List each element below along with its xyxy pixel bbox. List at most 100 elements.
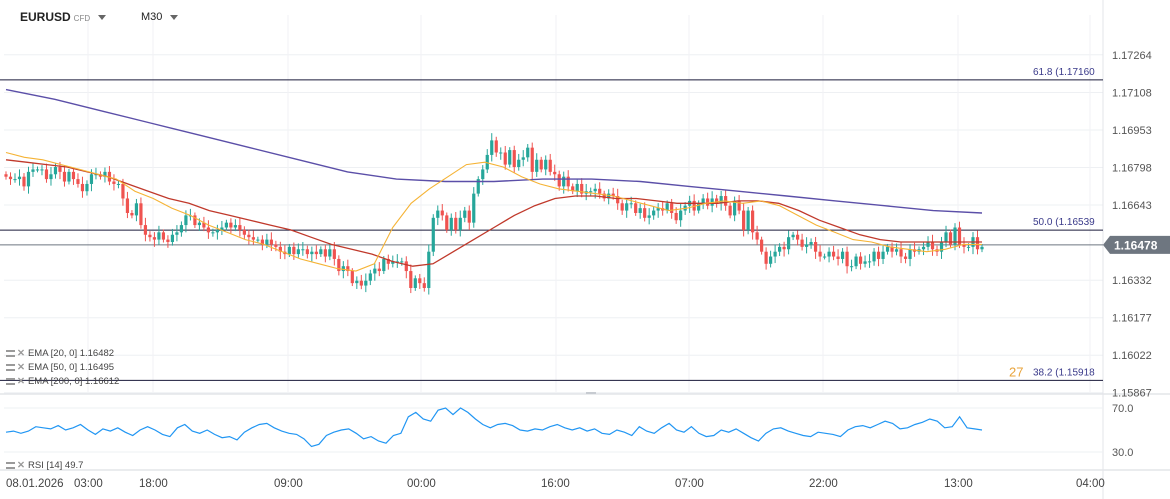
- candle-body: [737, 200, 741, 211]
- candle-body: [436, 210, 440, 218]
- candle-body: [125, 198, 130, 213]
- indicator-ema20-label: EMA [20, 0] 1.16482: [27, 348, 115, 359]
- candle-body: [40, 169, 44, 171]
- candle-body: [503, 152, 507, 165]
- candle-body: [364, 280, 368, 286]
- candle-body: [287, 246, 291, 255]
- candle-body: [602, 193, 606, 199]
- close-icon[interactable]: ✕: [17, 376, 25, 387]
- candle-body: [4, 174, 8, 177]
- candle-body: [867, 261, 872, 263]
- candle-body: [400, 261, 404, 263]
- candle-body: [827, 251, 831, 257]
- candle-body: [242, 229, 246, 235]
- candle-body: [760, 239, 764, 252]
- y-tick-label: 1.16798: [1112, 163, 1152, 175]
- candle-body: [332, 249, 336, 259]
- candle-body: [670, 203, 674, 213]
- candle-body: [485, 154, 489, 170]
- candle-body: [773, 251, 777, 257]
- settings-icon[interactable]: [6, 377, 15, 385]
- symbol-name: EURUSD: [20, 10, 71, 24]
- indicator-rsi[interactable]: ✕ RSI [14] 49.7: [6, 460, 83, 471]
- candle-body: [184, 215, 188, 226]
- chevron-down-icon: [98, 15, 107, 21]
- candle-body: [328, 249, 332, 257]
- candle-body: [440, 210, 444, 216]
- y-tick-label: 1.16643: [1112, 200, 1152, 212]
- candle-body: [854, 256, 858, 267]
- timeframe-selector[interactable]: M30: [141, 11, 179, 23]
- candle-body: [310, 251, 314, 255]
- candle-body: [355, 280, 359, 284]
- indicator-ema20[interactable]: ✕ EMA [20, 0] 1.16482: [6, 348, 114, 359]
- candle-body: [161, 232, 166, 240]
- candle-body: [71, 171, 76, 180]
- candle-body: [719, 196, 723, 204]
- candle-body: [166, 239, 170, 243]
- candle-body: [499, 152, 503, 154]
- y-tick-label: 1.17264: [1112, 50, 1152, 62]
- candle-body: [791, 234, 795, 238]
- rsi-tick-label: 70.0: [1112, 403, 1133, 415]
- candle-body: [831, 251, 836, 257]
- indicator-ema50[interactable]: ✕ EMA [50, 0] 1.16495: [6, 362, 114, 373]
- indicator-ema50-label: EMA [50, 0] 1.16495: [27, 362, 115, 373]
- candle-body: [975, 237, 980, 250]
- candle-body: [67, 171, 71, 182]
- candle-body: [809, 242, 813, 245]
- candle-body: [953, 227, 957, 245]
- close-icon[interactable]: ✕: [17, 460, 25, 471]
- candle-body: [458, 217, 462, 230]
- close-icon[interactable]: ✕: [17, 348, 25, 359]
- candle-body: [386, 258, 390, 264]
- candle-body: [926, 242, 930, 247]
- candle-body: [53, 167, 58, 175]
- candle-body: [872, 251, 876, 262]
- candle-body: [593, 188, 597, 192]
- candle-body: [269, 239, 273, 245]
- candle-body: [404, 261, 408, 272]
- candle-body: [8, 176, 13, 180]
- candle-body: [701, 198, 705, 204]
- settings-icon[interactable]: [6, 461, 15, 469]
- close-icon[interactable]: ✕: [17, 362, 25, 373]
- candle-body: [220, 227, 224, 230]
- candle-body: [449, 217, 453, 230]
- candle-body: [939, 242, 944, 252]
- x-tick-label: 09:00: [274, 478, 303, 490]
- candle-body: [44, 169, 49, 180]
- settings-icon[interactable]: [6, 363, 15, 371]
- candle-body: [903, 256, 908, 259]
- candle-body: [881, 251, 885, 259]
- candle-body: [548, 159, 552, 172]
- fib-label: 61.8 (1.17160: [1033, 67, 1095, 78]
- candle-body: [863, 261, 867, 264]
- candle-body: [337, 258, 341, 272]
- candle-body: [427, 251, 431, 288]
- candle-body: [112, 181, 116, 184]
- candle-body: [813, 242, 818, 252]
- candle-body: [638, 208, 642, 213]
- candle-body: [260, 239, 264, 245]
- candle-body: [62, 171, 67, 182]
- candle-body: [206, 227, 210, 233]
- symbol-selector[interactable]: EURUSD CFD: [20, 10, 107, 24]
- overlap-badge-text: 27: [1009, 364, 1023, 379]
- candle-body: [247, 234, 251, 238]
- candle-body: [786, 237, 791, 250]
- y-tick-label: 1.16332: [1112, 275, 1152, 287]
- candles: [4, 133, 984, 295]
- candle-body: [139, 203, 143, 226]
- candle-body: [490, 140, 494, 155]
- indicator-ema200[interactable]: ✕ EMA [200, 0] 1.16612: [6, 376, 119, 387]
- candle-body: [143, 225, 148, 235]
- time-axis: 08.01.2026 03:00 18:00 09:00 00:00 16:00 07:00…: [6, 478, 1105, 490]
- candle-body: [822, 256, 827, 258]
- candle-body: [80, 183, 85, 192]
- candle-body: [778, 246, 782, 252]
- candle-body: [391, 261, 395, 264]
- settings-icon[interactable]: [6, 349, 15, 357]
- candle-body: [921, 246, 926, 250]
